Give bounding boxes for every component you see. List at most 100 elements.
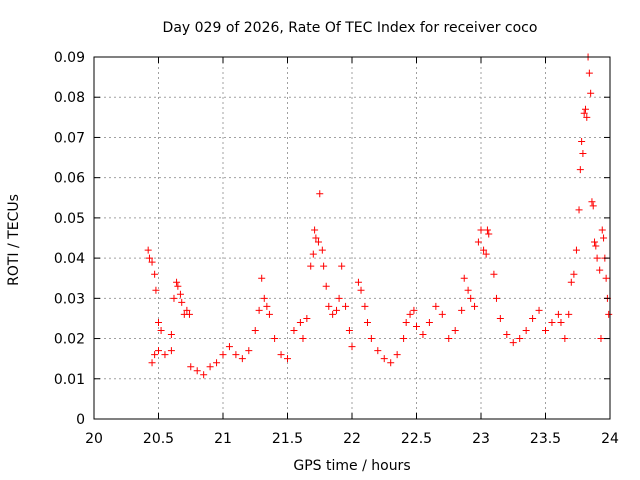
data-point	[439, 311, 446, 318]
y-tick-label: 0.07	[54, 130, 85, 146]
y-tick-label: 0.04	[54, 251, 85, 267]
data-point	[278, 351, 285, 358]
x-tick-label: 23	[472, 431, 490, 447]
data-point	[445, 335, 452, 342]
data-point	[387, 359, 394, 366]
data-point	[493, 295, 500, 302]
data-point	[605, 311, 612, 318]
data-point	[226, 343, 233, 350]
y-tick-label: 0.02	[54, 332, 85, 348]
data-point	[586, 70, 593, 77]
data-point	[303, 315, 310, 322]
data-point	[432, 303, 439, 310]
data-point	[213, 359, 220, 366]
data-point	[307, 263, 314, 270]
data-point	[578, 138, 585, 145]
y-tick-label: 0.06	[54, 171, 85, 187]
data-point	[319, 247, 326, 254]
data-point	[510, 339, 517, 346]
data-point	[573, 247, 580, 254]
data-point	[151, 271, 158, 278]
data-point	[465, 287, 472, 294]
data-point	[342, 303, 349, 310]
data-point	[355, 279, 362, 286]
data-point	[161, 351, 168, 358]
data-point	[187, 363, 194, 370]
data-point	[316, 190, 323, 197]
data-points	[145, 54, 613, 379]
data-point	[261, 295, 268, 302]
data-point	[577, 166, 584, 173]
data-point	[177, 291, 184, 298]
x-tick-label: 22.5	[401, 431, 432, 447]
data-point	[358, 287, 365, 294]
y-tick-label: 0.08	[54, 90, 85, 106]
data-point	[561, 335, 568, 342]
data-point	[588, 198, 595, 205]
data-point	[523, 327, 530, 334]
data-point	[475, 239, 482, 246]
data-point	[256, 307, 263, 314]
data-point	[252, 327, 259, 334]
data-point	[403, 319, 410, 326]
data-point	[178, 299, 185, 306]
data-point	[323, 283, 330, 290]
data-point	[407, 311, 414, 318]
data-point	[592, 243, 599, 250]
data-point	[590, 202, 597, 209]
x-tick-label: 22	[343, 431, 361, 447]
data-point	[232, 351, 239, 358]
y-axis-ticks: 0 0.01 0.02 0.03 0.04 0.05 0.06 0.07 0.08 0.09	[54, 50, 610, 428]
data-point	[263, 303, 270, 310]
data-point	[591, 239, 598, 246]
data-point	[603, 275, 610, 282]
data-point	[173, 279, 180, 286]
x-tick-label: 24	[601, 431, 619, 447]
data-point	[490, 271, 497, 278]
data-point	[200, 371, 207, 378]
data-point	[426, 319, 433, 326]
x-tick-label: 20	[85, 431, 103, 447]
data-point	[151, 351, 158, 358]
data-point	[297, 319, 304, 326]
data-point	[557, 319, 564, 326]
data-point	[320, 263, 327, 270]
data-point	[310, 251, 317, 258]
data-point	[149, 359, 156, 366]
data-point	[245, 347, 252, 354]
data-point	[497, 315, 504, 322]
data-point	[368, 335, 375, 342]
data-point	[565, 311, 572, 318]
x-axis-label: GPS time / hours	[293, 458, 410, 474]
data-point	[548, 319, 555, 326]
data-point	[484, 226, 491, 233]
y-tick-label: 0	[76, 412, 85, 428]
data-point	[168, 347, 175, 354]
data-point	[361, 303, 368, 310]
data-point	[478, 226, 485, 233]
x-tick-label: 20.5	[143, 431, 174, 447]
x-tick-label: 23.5	[530, 431, 561, 447]
data-point	[485, 230, 492, 237]
data-point	[458, 307, 465, 314]
data-point	[587, 90, 594, 97]
data-point	[555, 311, 562, 318]
y-tick-label: 0.01	[54, 372, 85, 388]
data-point	[168, 331, 175, 338]
y-tick-label: 0.03	[54, 291, 85, 307]
data-point	[299, 335, 306, 342]
data-point	[503, 331, 510, 338]
data-point	[594, 255, 601, 262]
data-point	[529, 315, 536, 322]
data-point	[170, 295, 177, 302]
x-tick-label: 21	[214, 431, 232, 447]
data-point	[467, 295, 474, 302]
data-point	[266, 311, 273, 318]
data-point	[258, 275, 265, 282]
data-point	[542, 327, 549, 334]
data-point	[597, 335, 604, 342]
data-point	[155, 319, 162, 326]
x-tick-label: 21.5	[272, 431, 303, 447]
data-point	[600, 235, 607, 242]
data-point	[413, 323, 420, 330]
